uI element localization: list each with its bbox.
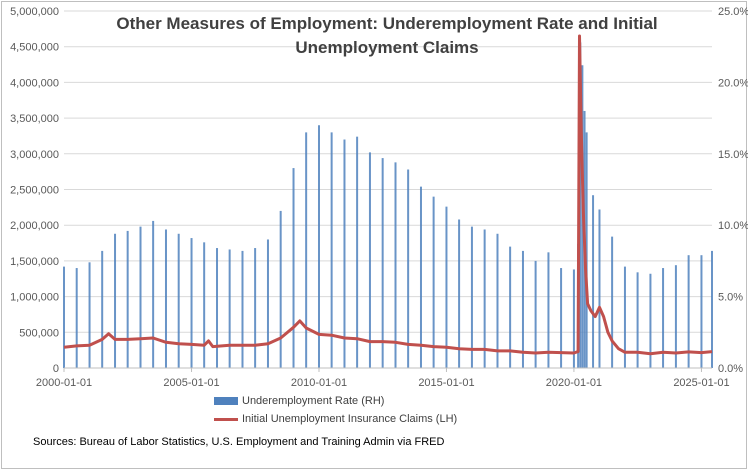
underemployment-bar bbox=[394, 162, 397, 368]
underemployment-bar bbox=[496, 233, 499, 368]
source-note: Sources: Bureau of Labor Statistics, U.S… bbox=[33, 436, 445, 448]
underemployment-bar bbox=[254, 248, 257, 368]
y-left-tick-label: 3,500,000 bbox=[10, 113, 59, 125]
underemployment-bar bbox=[432, 196, 435, 368]
y-left-tick-label: 4,000,000 bbox=[10, 77, 59, 89]
underemployment-bar bbox=[579, 42, 582, 368]
y-left-tick-label: 4,500,000 bbox=[10, 42, 59, 54]
underemployment-bar bbox=[470, 226, 473, 368]
underemployment-bar bbox=[126, 230, 129, 368]
underemployment-bar bbox=[330, 132, 333, 368]
underemployment-bar bbox=[509, 246, 512, 368]
underemployment-bar bbox=[534, 260, 537, 368]
underemployment-bar bbox=[63, 266, 65, 368]
y-left-tick-label: 2,500,000 bbox=[10, 185, 59, 197]
gridlines bbox=[64, 10, 712, 333]
underemployment-bar bbox=[458, 219, 461, 368]
underemployment-bar bbox=[317, 125, 320, 369]
underemployment-bar bbox=[190, 238, 193, 368]
y-right-tick-label: 0.0% bbox=[718, 363, 743, 375]
underemployment-bar bbox=[114, 233, 117, 368]
underemployment-bar bbox=[203, 242, 206, 368]
underemployment-bar bbox=[598, 209, 601, 368]
y-left-tick-label: 1,000,000 bbox=[10, 292, 59, 304]
chart-title-line-2: Unemployment Claims bbox=[295, 38, 479, 57]
underemployment-bar bbox=[279, 210, 282, 368]
y-right-tick-label: 10.0% bbox=[718, 220, 748, 232]
legend-swatch-line bbox=[214, 418, 238, 421]
underemployment-bar bbox=[623, 266, 626, 368]
underemployment-bar bbox=[585, 132, 588, 368]
underemployment-bar bbox=[711, 250, 713, 368]
underemployment-bar bbox=[700, 255, 703, 368]
underemployment-bars bbox=[63, 42, 713, 369]
underemployment-bar bbox=[266, 239, 269, 368]
legend-label-underemployment: Underemployment Rate (RH) bbox=[242, 395, 385, 407]
y-left-tick-label: 3,000,000 bbox=[10, 149, 59, 161]
underemployment-bar bbox=[75, 268, 78, 368]
claims-series-line bbox=[63, 34, 713, 356]
underemployment-bar bbox=[139, 226, 142, 368]
underemployment-bar bbox=[228, 249, 231, 368]
legend-label-claims: Initial Unemployment Insurance Claims (L… bbox=[242, 413, 458, 425]
chart-title-line-1: Other Measures of Employment: Underemplo… bbox=[116, 14, 658, 33]
underemployment-bar bbox=[177, 233, 180, 368]
underemployment-bar bbox=[241, 250, 244, 368]
y-left-tick-label: 2,000,000 bbox=[10, 220, 59, 232]
y-left-tick-label: 5,000,000 bbox=[10, 6, 59, 18]
y-left-tick-label: 0 bbox=[53, 363, 59, 375]
y-left-tick-label: 1,500,000 bbox=[10, 256, 59, 268]
underemployment-bar bbox=[292, 168, 295, 368]
legend-item-claims: Initial Unemployment Insurance Claims (L… bbox=[214, 413, 458, 425]
underemployment-bar bbox=[649, 273, 652, 368]
underemployment-bar bbox=[88, 262, 91, 368]
underemployment-bar bbox=[343, 139, 346, 368]
underemployment-bar bbox=[521, 250, 524, 368]
underemployment-bar bbox=[445, 206, 448, 368]
x-tick-label: 2010-01-01 bbox=[291, 377, 347, 389]
x-tick-label: 2025-01-01 bbox=[673, 377, 729, 389]
underemployment-bar bbox=[368, 152, 371, 368]
underemployment-bar bbox=[381, 158, 384, 368]
claims-line bbox=[63, 34, 713, 356]
y-right-tick-label: 5.0% bbox=[718, 292, 743, 304]
underemployment-bar bbox=[152, 220, 155, 368]
legend-swatch-bar bbox=[214, 397, 238, 405]
underemployment-bar bbox=[407, 169, 410, 368]
underemployment-bar bbox=[592, 195, 595, 368]
underemployment-bar bbox=[662, 268, 665, 368]
underemployment-bar bbox=[101, 250, 104, 368]
x-tick-label: 2005-01-01 bbox=[163, 377, 219, 389]
x-tick-label: 2000-01-01 bbox=[36, 377, 92, 389]
x-tick-label: 2020-01-01 bbox=[546, 377, 602, 389]
y-right-tick-label: 20.0% bbox=[718, 77, 748, 89]
underemployment-bar bbox=[216, 248, 219, 368]
underemployment-bar bbox=[305, 132, 308, 368]
underemployment-bar bbox=[547, 252, 550, 368]
underemployment-bar bbox=[356, 136, 359, 368]
underemployment-bar bbox=[674, 265, 677, 368]
underemployment-bar bbox=[611, 236, 614, 368]
underemployment-bar bbox=[164, 229, 167, 368]
y-right-tick-label: 25.0% bbox=[718, 6, 748, 18]
underemployment-bar bbox=[419, 186, 422, 368]
y-right-tick-label: 15.0% bbox=[718, 149, 748, 161]
underemployment-bar bbox=[560, 268, 563, 368]
underemployment-bar bbox=[687, 255, 690, 368]
x-tick-label: 2015-01-01 bbox=[418, 377, 474, 389]
legend-item-underemployment: Underemployment Rate (RH) bbox=[214, 395, 385, 407]
underemployment-bar bbox=[636, 272, 639, 368]
underemployment-bar bbox=[572, 269, 575, 368]
underemployment-bar bbox=[483, 229, 486, 368]
axes: 0 500,000 1,000,000 1,500,000 2,000,000 2,500… bbox=[10, 6, 748, 389]
y-left-tick-label: 500,000 bbox=[19, 327, 59, 339]
